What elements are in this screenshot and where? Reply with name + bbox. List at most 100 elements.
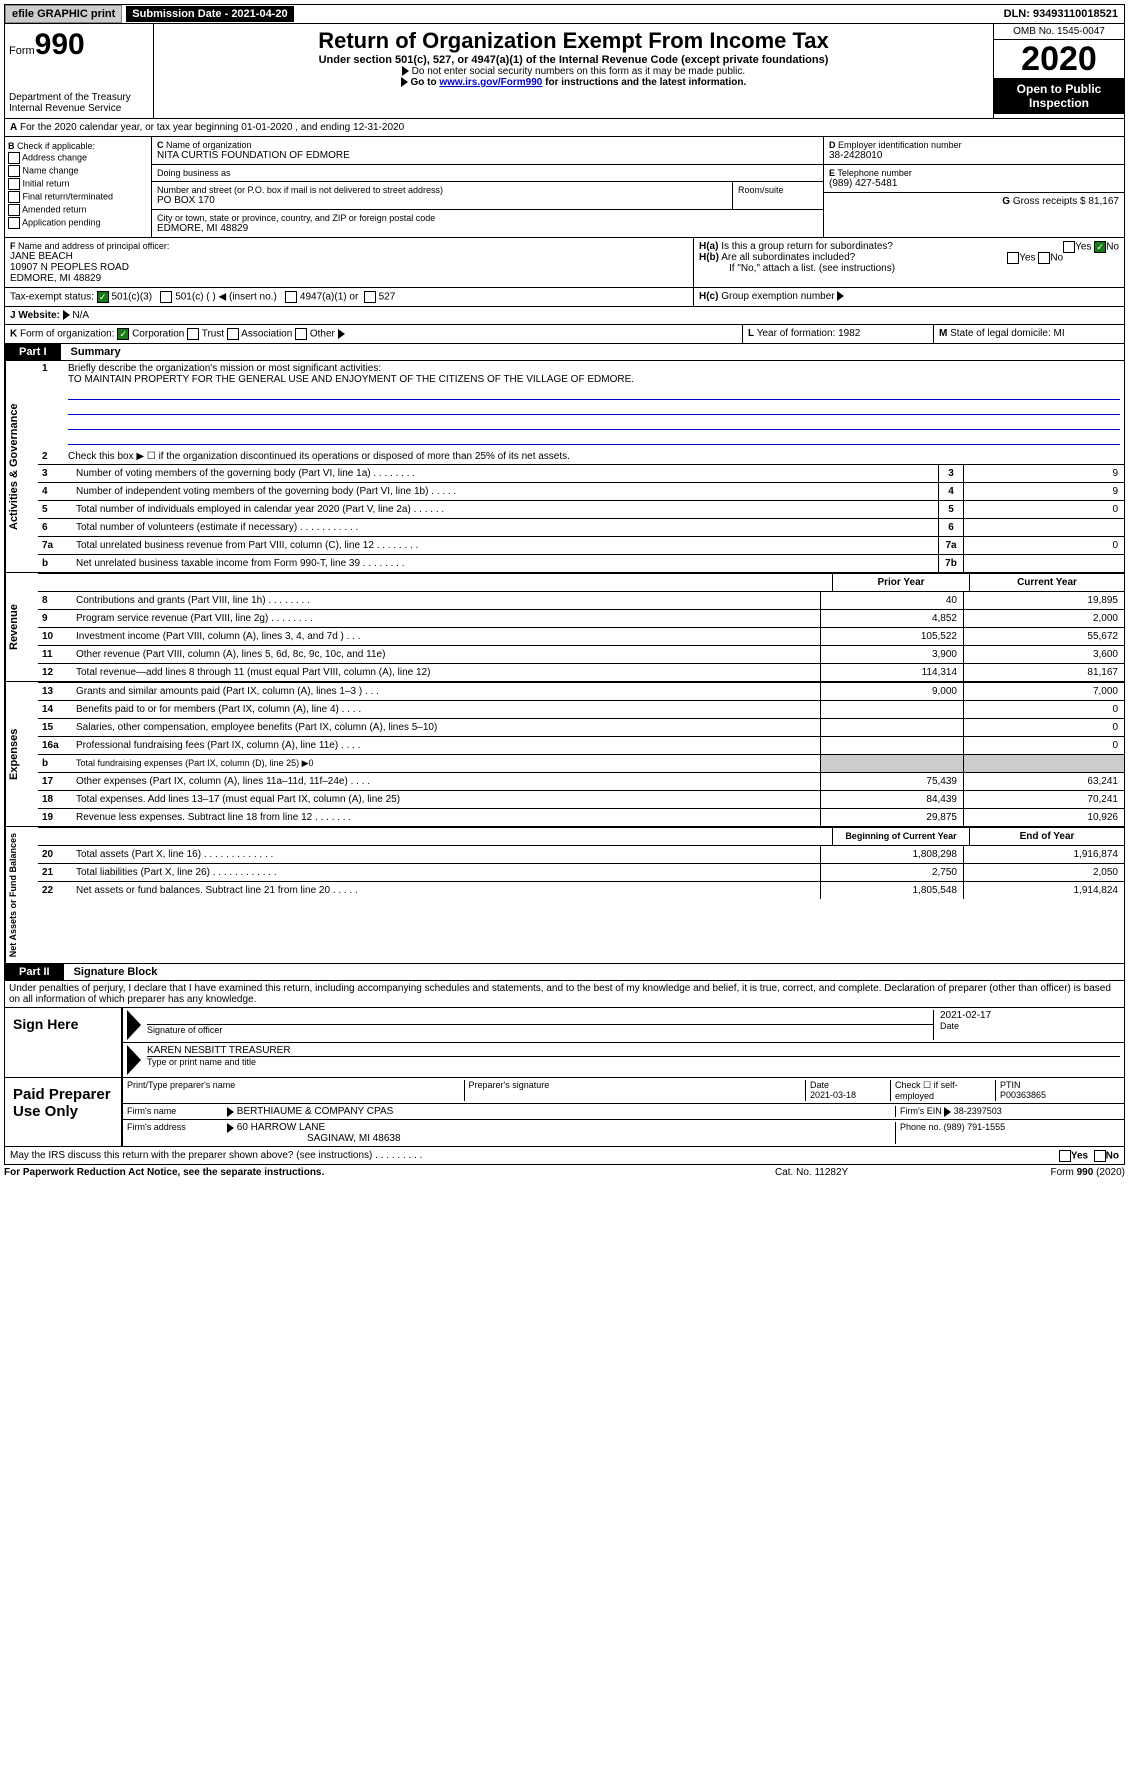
summary-row: 20Total assets (Part X, line 16) . . . .… xyxy=(38,845,1124,863)
cb-assoc[interactable] xyxy=(227,328,239,340)
summary-row: 11Other revenue (Part VIII, column (A), … xyxy=(38,645,1124,663)
mission-text: TO MAINTAIN PROPERTY FOR THE GENERAL USE… xyxy=(68,374,634,385)
form990-link[interactable]: www.irs.gov/Form990 xyxy=(439,77,542,88)
summary-row: 3Number of voting members of the governi… xyxy=(38,464,1124,482)
opt-501c: 501(c) ( ) ◀ (insert no.) xyxy=(175,292,277,303)
website: N/A xyxy=(72,310,89,321)
cb-app-pending[interactable] xyxy=(8,217,20,229)
opt-name-change: Name change xyxy=(23,165,79,175)
tax-status-label: Tax-exempt status: xyxy=(10,292,94,303)
section-bcdefg: B Check if applicable: Address change Na… xyxy=(4,137,1125,238)
open-to-public: Open to Public Inspection xyxy=(994,78,1124,114)
cb-initial-return[interactable] xyxy=(8,178,20,190)
prep-date: 2021-03-18 xyxy=(810,1090,856,1100)
m-label: State of legal domicile: xyxy=(950,328,1051,339)
hb-note: If "No," attach a list. (see instruction… xyxy=(699,263,1119,274)
prep-name-label: Print/Type preparer's name xyxy=(127,1080,464,1101)
tax-year-range: For the 2020 calendar year, or tax year … xyxy=(20,122,404,133)
cb-501c3[interactable]: ✓ xyxy=(97,291,109,303)
cb-hb-yes[interactable] xyxy=(1007,252,1019,264)
g-label: Gross receipts $ xyxy=(1013,196,1086,207)
form-subtitle: Under section 501(c), 527, or 4947(a)(1)… xyxy=(162,54,985,66)
ha-label: Is this a group return for subordinates? xyxy=(721,241,893,252)
prior-year-hdr: Prior Year xyxy=(832,574,969,591)
line1-label: Briefly describe the organization's miss… xyxy=(68,363,381,374)
col-b: B Check if applicable: Address change Na… xyxy=(5,137,152,237)
room-label: Room/suite xyxy=(733,182,823,209)
d-label: Employer identification number xyxy=(838,140,962,150)
section-fh: F Name and address of principal officer:… xyxy=(4,238,1125,288)
sign-here-label: Sign Here xyxy=(5,1008,123,1077)
phone: (989) 427-5481 xyxy=(829,178,1119,189)
summary-row: 14Benefits paid to or for members (Part … xyxy=(38,700,1124,718)
prep-sig-label: Preparer's signature xyxy=(464,1080,806,1101)
part1-label: Part I xyxy=(5,344,61,360)
cb-hb-no[interactable] xyxy=(1038,252,1050,264)
cb-501c[interactable] xyxy=(160,291,172,303)
opt-final-return: Final return/terminated xyxy=(23,191,114,201)
cb-4947[interactable] xyxy=(285,291,297,303)
cb-ha-yes[interactable] xyxy=(1063,241,1075,253)
firm-name-label: Firm's name xyxy=(127,1106,227,1117)
discuss-row: May the IRS discuss this return with the… xyxy=(4,1147,1125,1165)
summary-row: 16aProfessional fundraising fees (Part I… xyxy=(38,736,1124,754)
summary-row: bNet unrelated business taxable income f… xyxy=(38,554,1124,572)
vtab-netassets: Net Assets or Fund Balances xyxy=(5,827,38,963)
opt-other: Other xyxy=(310,329,335,340)
sig-officer-label: Signature of officer xyxy=(147,1025,933,1035)
goto-post: for instructions and the latest informat… xyxy=(542,77,746,88)
summary-row: 10Investment income (Part VIII, column (… xyxy=(38,627,1124,645)
summary-row: 9Program service revenue (Part VIII, lin… xyxy=(38,609,1124,627)
part2-title: Signature Block xyxy=(64,966,158,978)
summary-row: 13Grants and similar amounts paid (Part … xyxy=(38,682,1124,700)
note-ssn: Do not enter social security numbers on … xyxy=(412,66,745,77)
summary-row: 12Total revenue—add lines 8 through 11 (… xyxy=(38,663,1124,681)
opt-trust: Trust xyxy=(202,329,224,340)
part2-bar: Part II Signature Block xyxy=(4,964,1125,981)
k-label: Form of organization: xyxy=(20,329,115,340)
hb-label: Are all subordinates included? xyxy=(721,252,855,263)
sign-arrow-icon-2 xyxy=(127,1045,141,1075)
officer-addr1: 10907 N PEOPLES ROAD xyxy=(10,262,688,273)
cb-final-return[interactable] xyxy=(8,191,20,203)
firm-addr2: SAGINAW, MI 48638 xyxy=(227,1133,401,1144)
e-label: Telephone number xyxy=(837,168,912,178)
summary-row: 21Total liabilities (Part X, line 26) . … xyxy=(38,863,1124,881)
summary-row: 6Total number of volunteers (estimate if… xyxy=(38,518,1124,536)
state-domicile: MI xyxy=(1054,328,1065,339)
summary-row: 5Total number of individuals employed in… xyxy=(38,500,1124,518)
efile-button[interactable]: efile GRAPHIC print xyxy=(5,5,122,23)
hc-label: Group exemption number xyxy=(721,291,834,302)
cb-address-change[interactable] xyxy=(8,152,20,164)
vtab-expenses: Expenses xyxy=(5,682,38,826)
cb-trust[interactable] xyxy=(187,328,199,340)
firm-ein: 38-2397503 xyxy=(954,1106,1002,1116)
cb-ha-no[interactable]: ✓ xyxy=(1094,241,1106,253)
cb-527[interactable] xyxy=(364,291,376,303)
dept-treasury: Department of the Treasury Internal Reve… xyxy=(9,92,149,114)
cb-name-change[interactable] xyxy=(8,165,20,177)
cb-discuss-yes[interactable] xyxy=(1059,1150,1071,1162)
self-employed-label: Check ☐ if self-employed xyxy=(890,1080,995,1101)
discuss-text: May the IRS discuss this return with the… xyxy=(10,1150,422,1161)
opt-amended: Amended return xyxy=(22,204,87,214)
klm-row: K Form of organization: ✓ Corporation Tr… xyxy=(4,325,1125,344)
firm-addr-label: Firm's address xyxy=(127,1122,227,1144)
l-label: Year of formation: xyxy=(757,328,836,339)
ptin: P00363865 xyxy=(1000,1090,1046,1100)
summary-row: 18Total expenses. Add lines 13–17 (must … xyxy=(38,790,1124,808)
end-year-hdr: End of Year xyxy=(969,828,1124,845)
officer-name: JANE BEACH xyxy=(10,251,688,262)
ein: 38-2428010 xyxy=(829,150,1119,161)
summary-row: 17Other expenses (Part IX, column (A), l… xyxy=(38,772,1124,790)
begin-year-hdr: Beginning of Current Year xyxy=(832,828,969,845)
form-990: 990 xyxy=(35,28,85,61)
cb-other[interactable] xyxy=(295,328,307,340)
org-address: PO BOX 170 xyxy=(157,195,727,206)
tax-year: 2020 xyxy=(994,40,1124,78)
dln: DLN: 93493110018521 xyxy=(1004,8,1124,20)
cb-discuss-no[interactable] xyxy=(1094,1150,1106,1162)
cb-amended[interactable] xyxy=(8,204,20,216)
cb-corp[interactable]: ✓ xyxy=(117,328,129,340)
footer-left: For Paperwork Reduction Act Notice, see … xyxy=(4,1167,775,1178)
